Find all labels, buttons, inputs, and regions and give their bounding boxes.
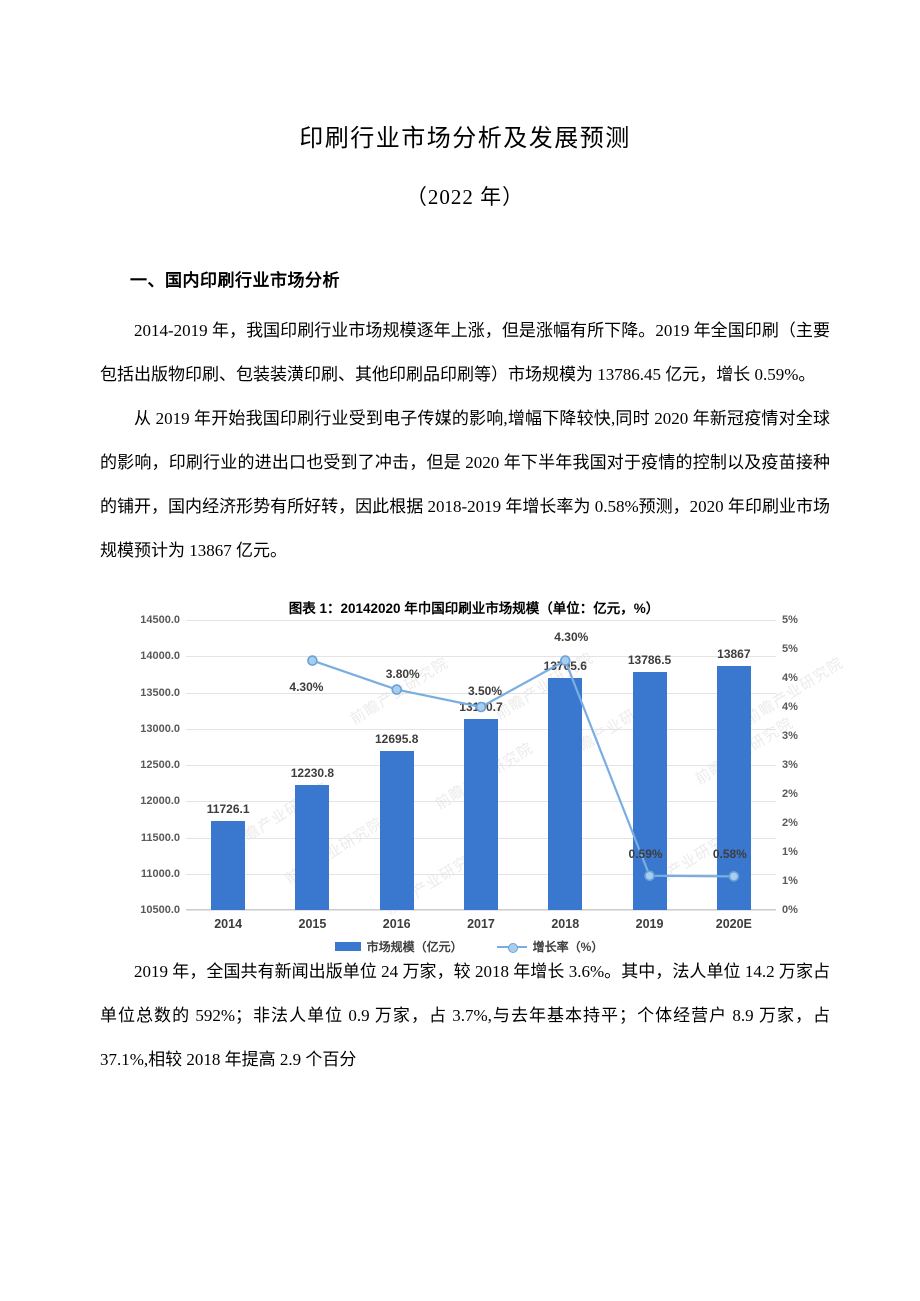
chart-y-axis-right: 5% 5% 4% 4% 3% 3% 2% 2% 1% 1% 0% [776,614,810,916]
page-subtitle: （2022 年） [405,185,525,209]
legend-item-line: 增长率（%） [496,938,604,955]
y-tick-right: 2% [782,788,798,800]
chart-x-axis: 2014 2015 2016 2017 2018 2019 2020E [186,912,776,936]
chart-growth-line [186,620,776,910]
bar-2018 [548,677,583,910]
x-tick-2019: 2019 [635,917,664,931]
gridline [186,910,776,911]
x-tick-2020E: 2020E [715,917,752,931]
bar-value-label: 12695.8 [375,731,419,746]
legend-bar-label: 市场规模（亿元） [366,940,463,954]
legend-line-swatch-icon [496,942,527,953]
y-tick-right: 5% [782,643,798,655]
chart-bars: 11726.1 12230.8 12695.8 13140.713705.6 13786… [186,620,776,910]
x-tick-2018: 2018 [551,917,580,931]
y-tick-right: 4% [782,701,798,713]
x-tick-2015: 2015 [298,917,327,931]
y-tick-right: 3% [782,759,798,771]
y-tick-left: 10500.0 [140,904,180,916]
y-tick-left: 13000.0 [140,722,180,735]
y-tick-right: 3% [782,730,798,742]
growth-rate-point [392,685,401,694]
document-content: 印刷行业市场分析及发展预测 （2022 年） 一、国内印刷行业市场分析 2014… [100,0,847,1082]
market-size-chart: 图表 1：20142020 年巾国印刷业市场规模（单位：亿元，%） 前瞻产业研究… [128,599,847,954]
bar-slot: 12695.8 [355,620,439,910]
x-tick-2017: 2017 [467,917,495,931]
x-tick-2014: 2014 [214,917,243,931]
bar-2014 [211,821,246,910]
y-tick-right: 0% [782,904,798,916]
y-tick-left: 11500.0 [140,831,180,844]
bar-slot: 13786.5 [607,620,691,910]
bar-value-label: 11726.1 [206,802,250,817]
bar-2015 [295,784,330,910]
bar-slot: 13140.7 [439,620,523,910]
bar-2016 [379,750,414,910]
growth-rate-line [312,661,733,877]
legend-item-bar: 市场规模（亿元） [334,938,463,955]
chart-plot-area: 前瞻产业研究院 前瞻产业研究院 前瞻产业研究院 前瞻产业研究院 前瞻产业研究院 前瞻产业研… [128,614,846,954]
paragraph-2: 从 2019 年开始我国印刷行业受到电子传媒的影响,增幅下降较快,同时 2020… [100,409,830,560]
growth-rate-point [561,656,570,665]
paragraph-1: 2014-2019 年，我国印刷行业市场规模逐年上涨，但是涨幅有所下降。2019… [100,321,830,384]
legend-bar-swatch-icon [334,942,361,951]
chart-title: 图表 1：20142020 年巾国印刷业市场规模（单位：亿元，%） [288,601,660,616]
section-heading: 一、国内印刷行业市场分析 [130,271,340,290]
bar-value-label: 13867 [717,646,751,661]
y-tick-left: 14500.0 [140,614,180,626]
y-tick-left: 12000.0 [140,795,180,808]
y-tick-left: 11000.0 [140,867,180,880]
bar-2017 [463,718,498,910]
x-tick-2016: 2016 [382,917,411,931]
y-tick-right: 4% [782,672,798,684]
bar-2019 [632,671,667,910]
y-tick-right: 1% [782,846,798,858]
bar-2020E [716,665,751,910]
growth-rate-point [308,656,317,665]
y-tick-right: 2% [782,817,798,829]
bar-slot: 12230.8 [270,620,354,910]
y-tick-left: 12500.0 [140,759,180,771]
y-tick-right: 5% [782,614,798,626]
y-tick-left: 13500.0 [140,686,180,699]
growth-rate-point [645,871,654,880]
y-tick-left: 14000.0 [140,650,180,663]
bar-slot: 13705.6 [523,620,607,910]
chart-legend: 市场规模（亿元） 增长率（%） [128,938,810,955]
gridline [186,656,776,658]
legend-line-label: 增长率（%） [532,940,604,954]
bar-value-label: 13786.5 [627,652,672,667]
paragraph-3: 2019 年，全国共有新闻出版单位 24 万家，较 2018 年增长 3.6%。… [100,962,830,1069]
bar-slot: 11726.1 [186,620,270,910]
growth-rate-point [477,703,486,712]
y-tick-right: 1% [782,875,798,887]
gridline [186,620,776,621]
page-title: 印刷行业市场分析及发展预测 [299,126,631,152]
growth-rate-point [729,872,738,881]
bar-value-label: 12230.8 [290,765,335,780]
bar-slot: 13867 [692,620,776,910]
gridline [186,692,776,694]
chart-y-axis-left: 14500.0 14000.0 13500.0 13000.0 12500.0 12000… [128,614,186,916]
